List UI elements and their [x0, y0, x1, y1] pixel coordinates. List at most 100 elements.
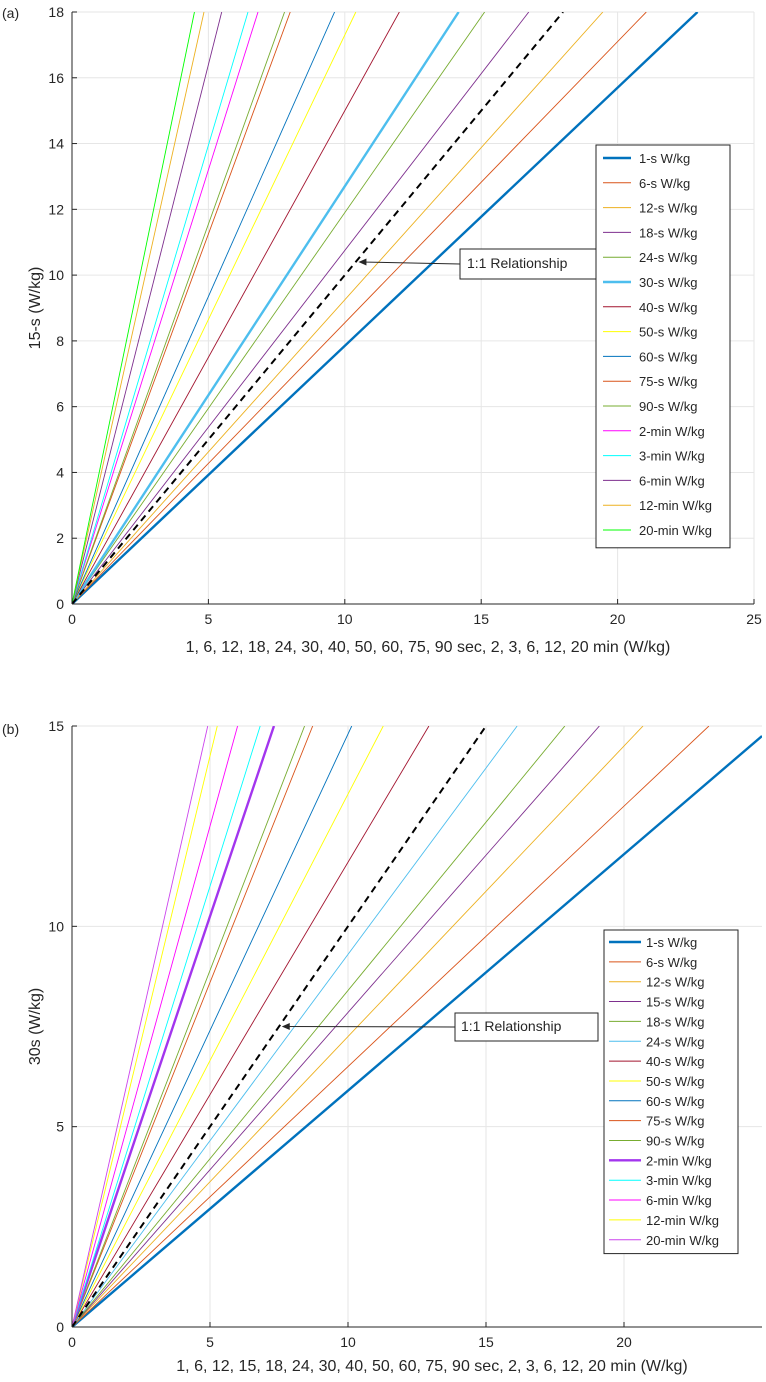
legend-entry: 75-s W/kg — [646, 1114, 705, 1129]
reference-line-1-1 — [72, 726, 487, 1327]
x-tick-label: 15 — [473, 611, 489, 627]
x-tick-label: 10 — [340, 1334, 356, 1350]
legend: 1-s W/kg 6-s W/kg 12-s W/kg 15-s W/kg 18-s W… — [603, 929, 739, 1255]
series-line — [72, 12, 259, 604]
legend-box — [603, 929, 739, 1255]
legend-entry: 6-s W/kg — [639, 176, 690, 191]
legend-entry: 24-s W/kg — [646, 1034, 705, 1049]
x-tick-label: 20 — [610, 611, 626, 627]
series-line — [72, 726, 209, 1327]
series-line — [72, 12, 400, 604]
legend-entry: 24-s W/kg — [639, 250, 698, 265]
legend-entry: 40-s W/kg — [646, 1054, 705, 1069]
annotation-arrowhead — [358, 258, 367, 266]
annotation-arrow — [360, 261, 461, 265]
series-line — [72, 12, 460, 604]
y-tick-label: 14 — [48, 136, 64, 152]
legend-entry: 20-min W/kg — [639, 523, 712, 538]
series-line — [72, 12, 486, 604]
y-tick-label: 10 — [48, 918, 64, 934]
legend-entry: 12-s W/kg — [639, 201, 698, 216]
series-line — [72, 12, 285, 604]
x-tick-label: 15 — [478, 1334, 494, 1350]
series-line — [72, 12, 357, 604]
series-line — [72, 12, 335, 604]
legend-entry: 60-s W/kg — [646, 1094, 705, 1109]
legend-entry: 1-s W/kg — [646, 935, 697, 950]
legend-entry: 30-s W/kg — [639, 275, 698, 290]
legend-entry: 12-min W/kg — [639, 498, 712, 513]
annotation-text: 1:1 Relationship — [461, 1018, 562, 1034]
legend-entry: 40-s W/kg — [639, 300, 698, 315]
series-line — [72, 726, 314, 1327]
legend-entry: 3-min W/kg — [646, 1173, 712, 1188]
annotation-arrow — [283, 1026, 456, 1028]
legend-entry: 20-min W/kg — [646, 1233, 719, 1248]
y-axis-label: 15-s (W/kg) — [27, 267, 44, 350]
legend-entry: 2-min W/kg — [646, 1153, 712, 1168]
legend-entry: 50-s W/kg — [639, 325, 698, 340]
legend-entry: 1-s W/kg — [639, 151, 690, 166]
x-tick-label: 0 — [68, 1334, 76, 1350]
series-line — [72, 12, 205, 604]
series-line — [72, 12, 195, 604]
y-tick-label: 0 — [56, 1319, 64, 1335]
legend-entry: 12-s W/kg — [646, 975, 705, 990]
legend-entry: 6-s W/kg — [646, 955, 697, 970]
panel-label: (b) — [2, 721, 19, 737]
legend-entry: 75-s W/kg — [639, 374, 698, 389]
legend-entry: 18-s W/kg — [639, 225, 698, 240]
y-tick-label: 4 — [56, 464, 64, 480]
legend-entry: 15-s W/kg — [646, 995, 705, 1010]
legend-entry: 6-min W/kg — [639, 473, 705, 488]
legend-entry: 6-min W/kg — [646, 1193, 712, 1208]
y-tick-label: 15 — [48, 718, 64, 734]
x-tick-label: 25 — [746, 611, 762, 627]
x-tick-label: 0 — [68, 611, 76, 627]
x-tick-label: 5 — [205, 611, 213, 627]
series-line — [72, 726, 353, 1327]
series-line — [72, 726, 276, 1327]
y-axis-label: 30s (W/kg) — [27, 988, 44, 1065]
x-tick-label: 5 — [206, 1334, 214, 1350]
annotation-box — [459, 248, 599, 280]
series-line — [72, 12, 223, 604]
x-axis-label: 1, 6, 12, 15, 18, 24, 30, 40, 50, 60, 75… — [176, 1358, 687, 1375]
y-tick-label: 18 — [48, 4, 64, 20]
series-line — [72, 726, 239, 1327]
legend-entry: 2-min W/kg — [639, 424, 705, 439]
legend-entry: 18-s W/kg — [646, 1014, 705, 1029]
reference-line-1-1 — [72, 12, 564, 604]
series-line — [72, 726, 306, 1327]
y-tick-label: 12 — [48, 201, 64, 217]
legend-entry: 60-s W/kg — [639, 349, 698, 364]
legend-entry: 12-min W/kg — [646, 1213, 719, 1228]
y-tick-label: 10 — [48, 267, 64, 283]
series-line — [72, 12, 604, 604]
x-tick-label: 10 — [337, 611, 353, 627]
annotation-arrowhead — [281, 1023, 290, 1030]
legend-entry: 90-s W/kg — [646, 1134, 705, 1149]
annotation-text: 1:1 Relationship — [467, 255, 568, 271]
y-tick-label: 8 — [56, 333, 64, 349]
y-tick-label: 5 — [56, 1119, 64, 1135]
series-line — [72, 12, 249, 604]
series-line — [72, 12, 291, 604]
legend-entry: 50-s W/kg — [646, 1074, 705, 1089]
legend-entry: 90-s W/kg — [639, 399, 698, 414]
x-axis-label: 1, 6, 12, 18, 24, 30, 40, 50, 60, 75, 90… — [186, 639, 671, 656]
series-line — [72, 726, 218, 1327]
series-line — [72, 12, 699, 604]
y-tick-label: 2 — [56, 530, 64, 546]
panel-b: 0 5 10 15 20 0 5 10 15 (b) 1, 6, 12, 15, 18, 24, 3… — [2, 718, 762, 1375]
series-line — [72, 735, 762, 1327]
panel-a: 0 5 10 15 20 25 0 2 4 6 8 10 12 14 16 18 (a) 1, 6, 12, 18… — [2, 4, 762, 656]
y-tick-label: 6 — [56, 399, 64, 415]
series-line — [72, 726, 430, 1327]
panel-label: (a) — [2, 5, 19, 21]
legend: 1-s W/kg 6-s W/kg 12-s W/kg 18-s W/kg 24-s W… — [595, 144, 731, 549]
series-line — [72, 726, 384, 1327]
series-line — [72, 12, 530, 604]
series-line — [72, 726, 261, 1327]
